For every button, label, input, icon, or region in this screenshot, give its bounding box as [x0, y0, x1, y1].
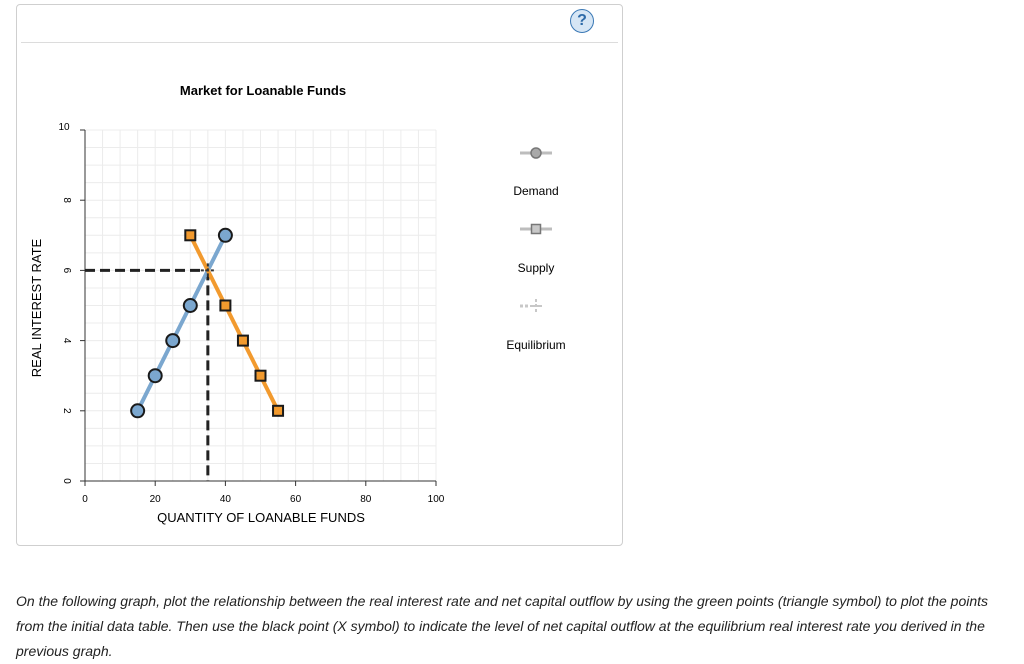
demand-point — [147, 368, 163, 384]
demand-point — [217, 227, 233, 243]
y-tick-label: 2 — [61, 408, 72, 414]
legend-demand-marker — [530, 147, 542, 159]
panel-divider — [21, 42, 618, 43]
legend-supply-marker — [530, 223, 542, 235]
instructions-text: On the following graph, plot the relatio… — [16, 593, 989, 659]
legend-equilibrium-label: Equilibrium — [506, 338, 565, 352]
equilibrium-point — [200, 263, 215, 278]
x-tick-label: 0 — [82, 494, 88, 505]
chart-title: Market for Loanable Funds — [180, 83, 346, 98]
supply-point — [219, 299, 232, 312]
x-tick-label: 20 — [150, 494, 162, 505]
loanable-funds-chart: 0 20 40 60 80 100 0 2 4 6 8 10 Market for Loanable … — [29, 83, 566, 525]
chart-axes: 0 20 40 60 80 100 0 2 4 6 8 10 — [58, 122, 444, 505]
supply-point — [184, 229, 197, 242]
y-tick-label: 4 — [61, 338, 72, 344]
supply-point — [272, 404, 285, 417]
y-tick-label: 6 — [61, 268, 72, 274]
x-tick-label: 100 — [428, 494, 445, 505]
x-tick-label: 40 — [220, 494, 232, 505]
x-tick-label: 60 — [290, 494, 302, 505]
supply-point — [254, 369, 267, 382]
x-tick-label: 80 — [360, 494, 372, 505]
y-axis-label: REAL INTEREST RATE — [29, 238, 44, 377]
demand-point — [130, 403, 146, 419]
demand-point — [182, 298, 198, 313]
demand-point — [165, 333, 181, 349]
equilibrium-guide-lines — [85, 268, 210, 481]
help-button[interactable]: ? — [570, 9, 594, 33]
y-tick-label: 10 — [58, 122, 70, 133]
y-tick-label: 0 — [61, 478, 72, 484]
y-tick-label: 8 — [61, 197, 72, 203]
series-layer — [130, 227, 285, 419]
graph-panel — [16, 4, 623, 546]
supply-point — [236, 334, 249, 347]
chart-grid — [85, 129, 437, 481]
x-axis-label: QUANTITY OF LOANABLE FUNDS — [157, 510, 365, 525]
chart-legend: Demand Supply Equilibrium — [506, 147, 566, 352]
legend-supply-label: Supply — [518, 261, 555, 275]
legend-demand-label: Demand — [513, 184, 558, 198]
